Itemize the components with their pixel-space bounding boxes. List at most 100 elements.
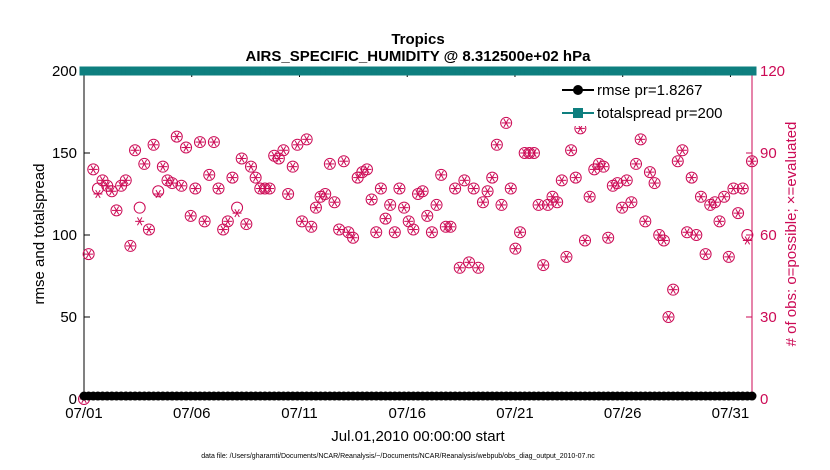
obs-possible-point [198,215,211,228]
totalspread-point [524,66,534,76]
obs-possible-point [142,223,155,236]
asterisk-stroke [457,263,463,272]
asterisk-stroke [475,263,481,272]
obs-evaluated-point [534,200,544,210]
totalspread-point [710,66,720,76]
obs-evaluated-point [483,187,493,196]
totalspread-point [728,66,738,76]
obs-evaluated-point [232,208,242,218]
obs-evaluated-point [125,241,135,251]
legend-totalspread-label: totalspread pr=200 [597,105,723,122]
obs-evaluated-point [186,211,196,221]
asterisk-stroke [443,222,449,231]
asterisk-stroke [494,140,500,149]
asterisk-stroke [429,228,435,237]
totalspread-point [121,66,131,76]
obs-evaluated-point [552,198,562,207]
obs-possible-point [449,182,462,195]
obs-possible-point [657,234,670,247]
totalspread-point [278,66,288,76]
asterisk-stroke [336,225,342,234]
obs-possible-point [620,174,633,187]
obs-possible-point [699,248,712,261]
obs-evaluated-point [691,230,701,240]
totalspread-point [450,66,460,76]
obs-evaluated-point [738,184,748,193]
asterisk-stroke [169,178,175,188]
obs-possible-point [291,138,304,151]
totalspread-point [111,66,121,76]
obs-evaluated-point [246,162,256,171]
obs-possible-point [551,196,564,209]
obs-evaluated-point [418,187,428,196]
obs-evaluated-point [432,200,442,210]
obs-evaluated-point [561,252,571,262]
asterisk-stroke [637,135,644,144]
obs-evaluated-point [223,217,233,226]
totalspread-point [339,66,349,76]
totalspread-point [251,66,261,76]
obs-possible-point [133,201,146,214]
totalspread-point [306,66,316,76]
asterisk-stroke [665,312,672,322]
y-left-tick-label: 150 [52,145,77,162]
obs-evaluated-point [385,200,395,210]
totalspread-point [487,66,497,76]
totalspread-point [376,66,386,76]
asterisk-stroke [188,211,194,221]
asterisk-stroke [410,225,417,234]
totalspread-point [172,66,182,76]
obs-possible-point [175,179,188,192]
obs-evaluated-point [218,225,228,234]
totalspread-point [186,66,196,76]
totalspread-point [88,66,98,76]
asterisk-stroke [220,225,226,234]
obs-possible-point [694,190,707,203]
asterisk-stroke [554,198,560,207]
totalspread-point [691,66,701,76]
obs-possible-point [129,144,142,157]
obs-possible-point [718,190,731,203]
asterisk-stroke [127,241,134,251]
obs-possible-point [231,201,244,214]
obs-evaluated-point [167,178,177,188]
obs-possible-point [365,193,378,206]
obs-evaluated-point [190,184,200,193]
obs-possible-point [370,226,383,239]
legend-totalspread-marker [573,108,583,118]
obs-possible-point [82,248,95,261]
asterisk-stroke [113,206,120,215]
obs-possible-point [634,133,647,146]
asterisk-stroke [276,154,282,163]
asterisk-stroke [419,187,426,196]
asterisk-stroke [146,225,152,234]
asterisk-stroke [508,184,514,193]
asterisk-stroke [109,187,115,196]
obs-possible-point [639,215,652,228]
y-left-tick-label: 50 [60,309,77,326]
totalspread-point [102,66,112,76]
totalspread-point [436,66,446,76]
y-right-tick-label: 120 [760,63,785,80]
totalspread-point [738,66,748,76]
y-left-tick-label: 100 [52,227,77,244]
obs-possible-point [685,171,698,184]
obs-evaluated-point [710,198,720,207]
obs-possible-point [625,196,638,209]
obs-possible-point [421,209,434,222]
obs-evaluated-point [153,189,163,199]
x-tick-label: 07/21 [496,405,534,422]
obs-possible-point [207,136,220,149]
rmse-point [747,391,757,401]
obs-evaluated-point [214,184,224,193]
x-tick-label: 07/31 [712,405,750,422]
asterisk-stroke [141,159,147,169]
asterisk-stroke [730,184,737,193]
obs-possible-point [690,229,703,241]
obs-possible-point [249,171,262,184]
obs-evaluated-point [622,176,632,185]
totalspread-point [571,66,581,76]
totalspread-point [455,66,465,76]
asterisk-stroke [248,162,254,171]
